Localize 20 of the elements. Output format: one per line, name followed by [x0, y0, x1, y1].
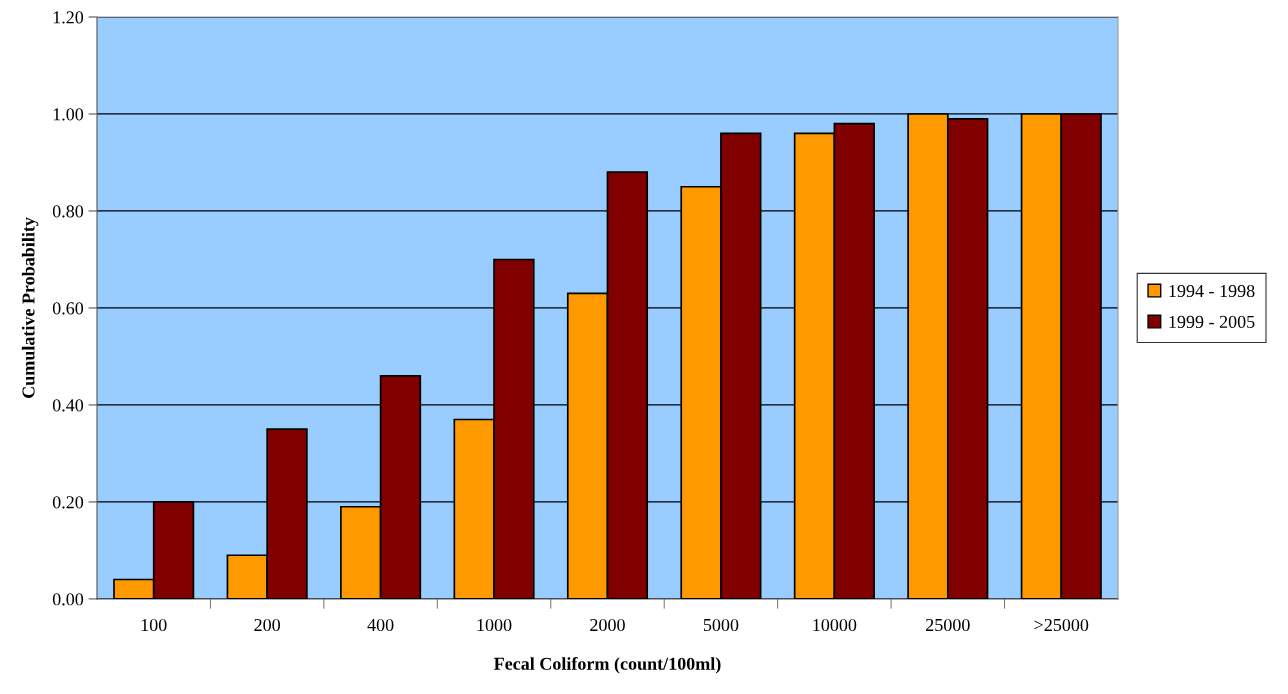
legend-label: 1994 - 1998: [1169, 284, 1255, 298]
x-tick-label: 200: [254, 618, 281, 632]
y-tick-label: 0.40: [52, 399, 84, 412]
x-tick-label: 1000: [477, 618, 512, 632]
x-tick-label: 100: [141, 618, 167, 632]
x-tick-label: 25000: [926, 618, 970, 632]
y-tick-label: 0.20: [52, 496, 84, 509]
x-tick-label: 2000: [590, 618, 625, 632]
y-tick-label: 1.20: [53, 11, 84, 24]
x-tick-label: 5000: [703, 618, 739, 632]
legend-label: 1999 - 2005: [1169, 315, 1255, 328]
y-tick-label: 1.00: [53, 108, 84, 121]
x-axis-title: Fecal Coliform (count/100ml): [493, 656, 721, 674]
y-tick-label: 0.60: [52, 302, 84, 315]
x-tick-label: 10000: [813, 618, 857, 632]
y-tick-label: 0.80: [52, 205, 84, 218]
x-tick-label: 400: [367, 618, 394, 632]
x-tick-label: >25000: [1034, 618, 1089, 632]
y-tick-label: 0.00: [52, 593, 84, 606]
y-axis-title: Cumulative Probability: [21, 217, 39, 398]
